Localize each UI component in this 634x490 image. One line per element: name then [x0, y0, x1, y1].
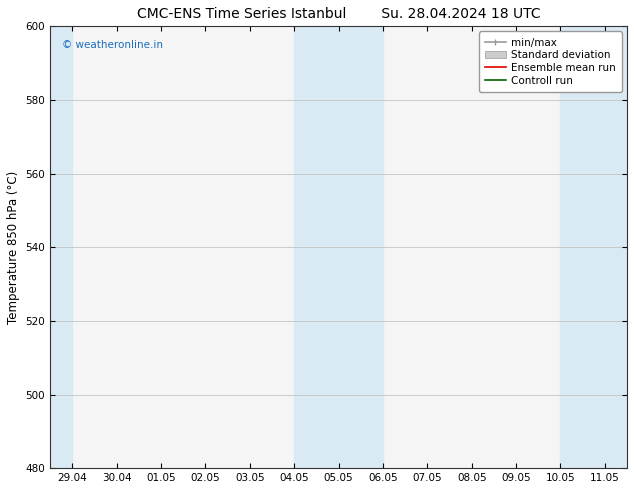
Bar [294, 26, 383, 468]
Title: CMC-ENS Time Series Istanbul        Su. 28.04.2024 18 UTC: CMC-ENS Time Series Istanbul Su. 28.04.2… [137, 7, 540, 21]
Legend: min/max, Standard deviation, Ensemble mean run, Controll run: min/max, Standard deviation, Ensemble me… [479, 31, 622, 92]
Bar [50, 26, 72, 468]
Bar [560, 26, 634, 468]
Y-axis label: Temperature 850 hPa (°C): Temperature 850 hPa (°C) [7, 171, 20, 324]
Text: © weatheronline.in: © weatheronline.in [61, 40, 163, 49]
